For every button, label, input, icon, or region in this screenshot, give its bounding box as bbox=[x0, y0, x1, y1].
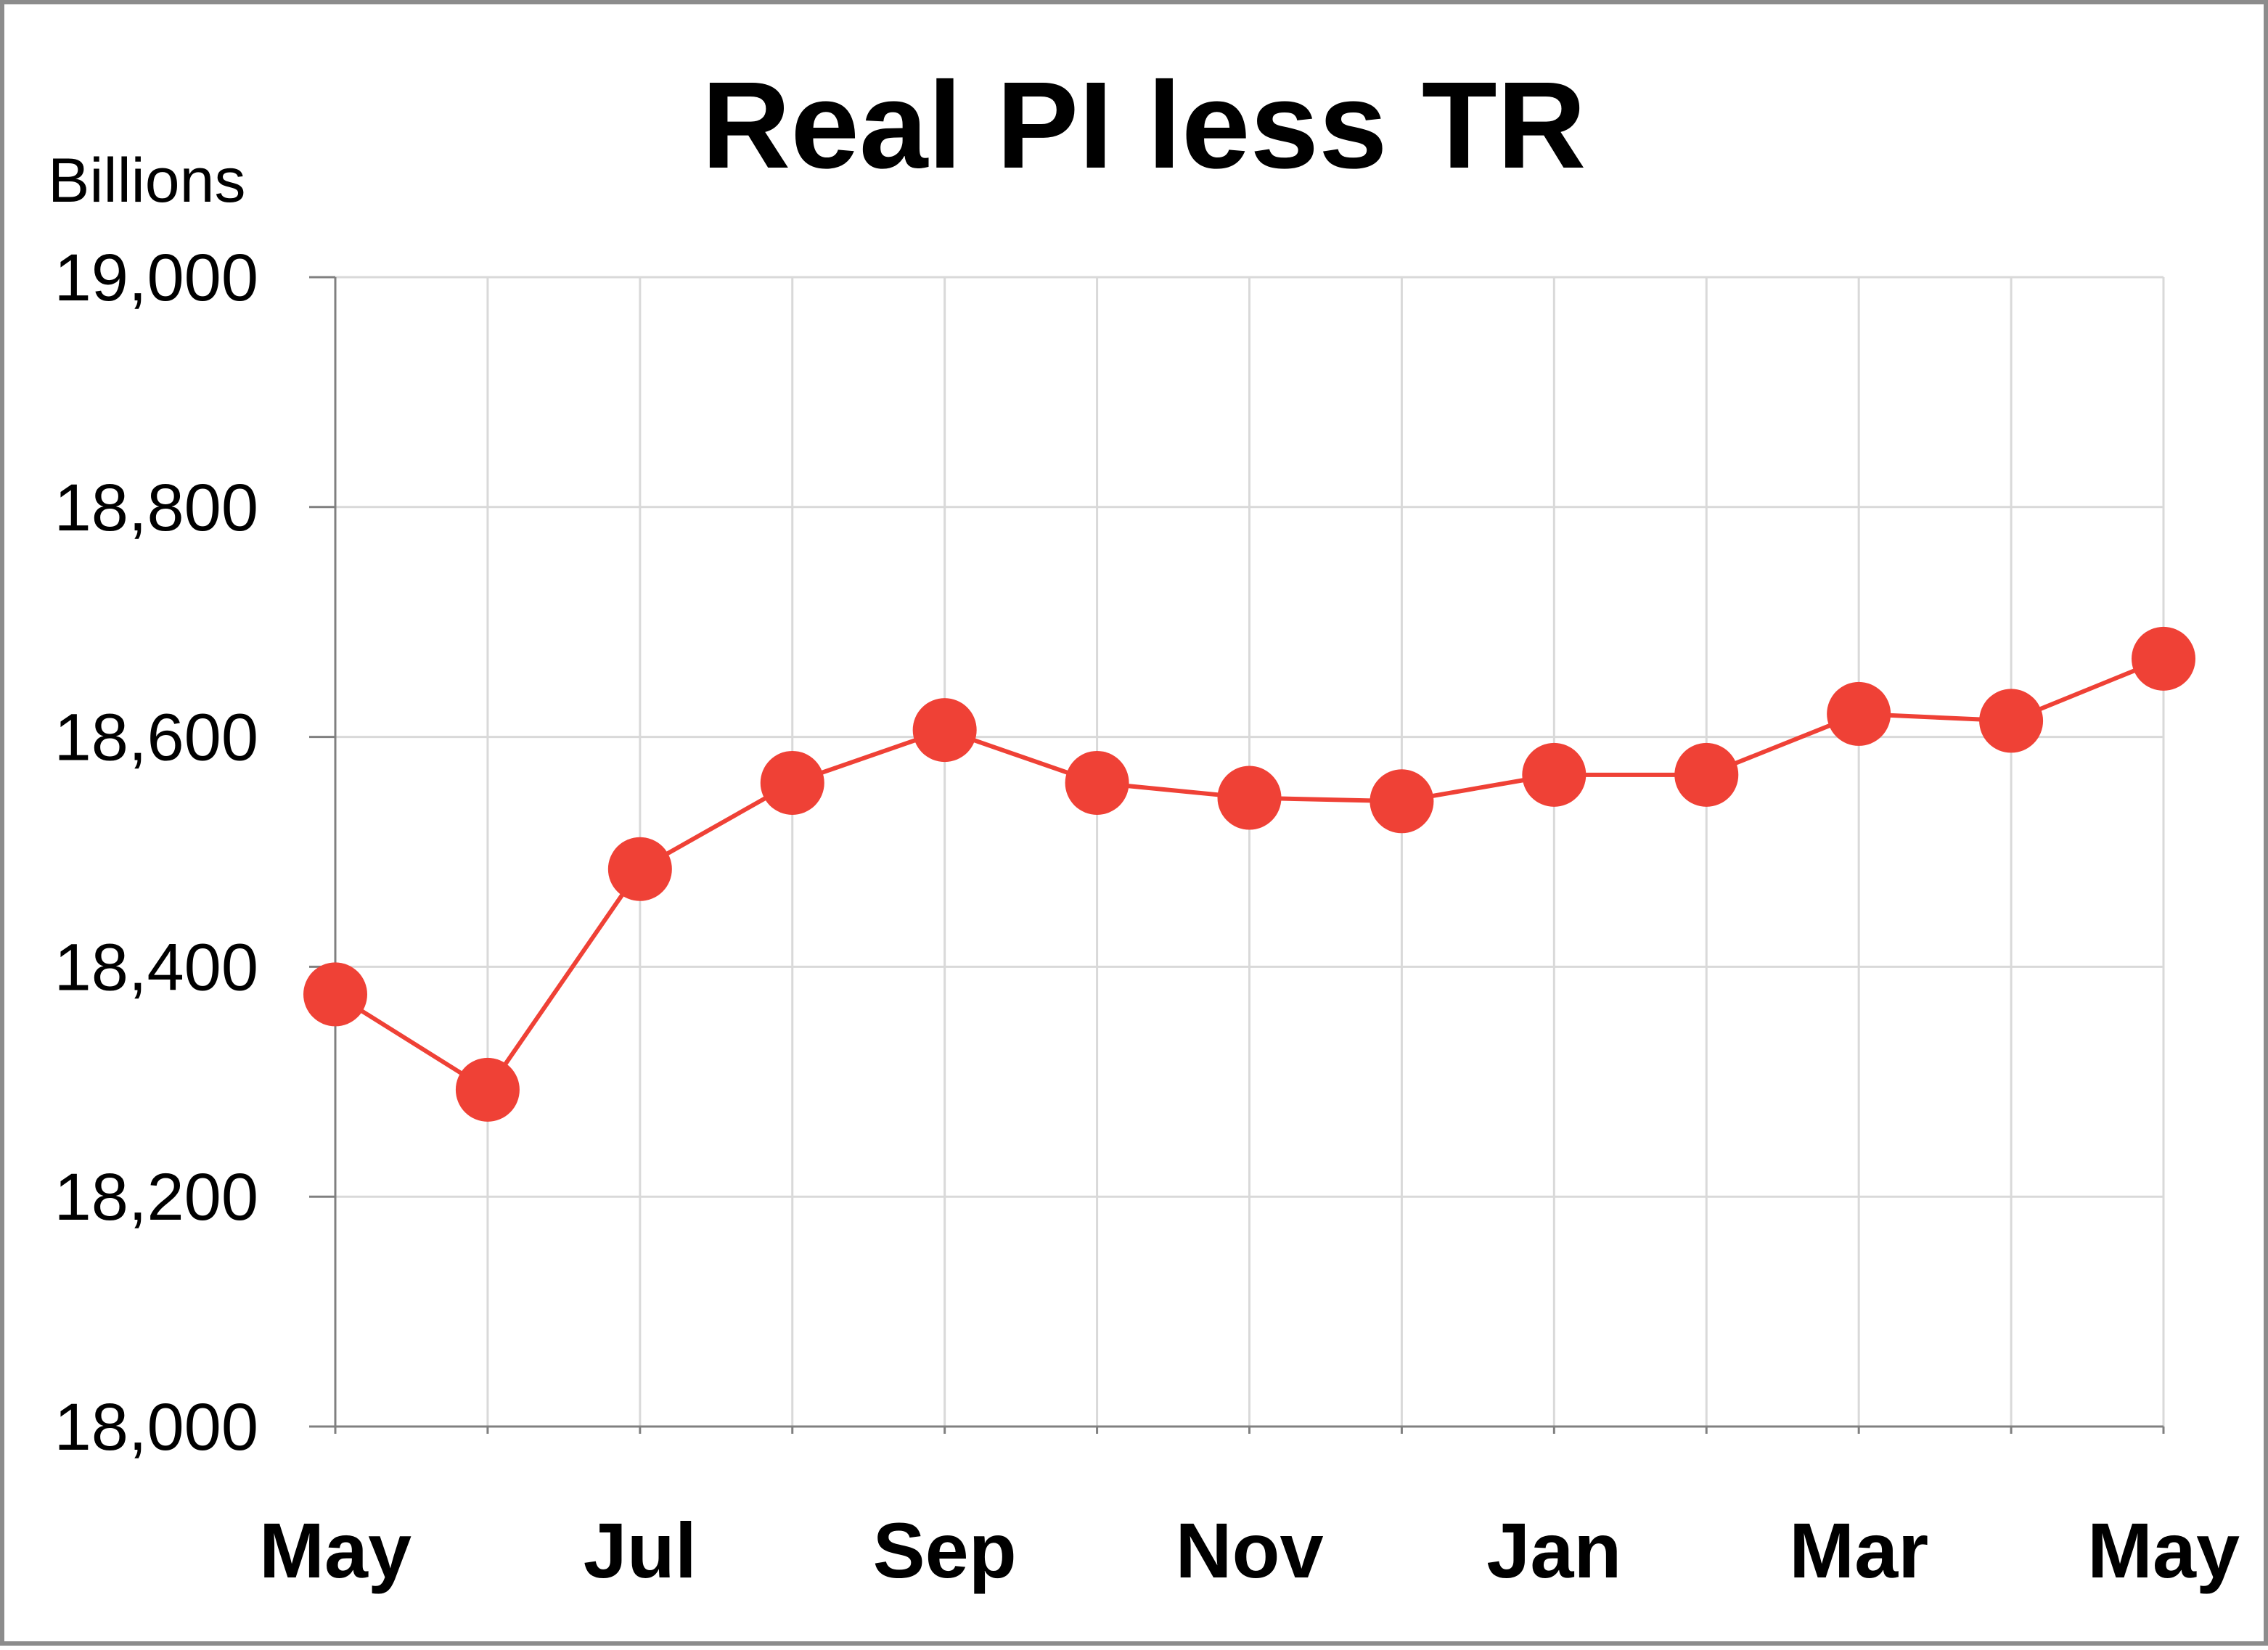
data-point bbox=[1522, 742, 1587, 807]
x-axis-ticks: May Jul Sep Nov Jan Mar May bbox=[259, 1506, 2240, 1594]
data-point bbox=[303, 962, 367, 1027]
x-tick-label: Sep bbox=[873, 1506, 1017, 1594]
x-tick-label: Nov bbox=[1175, 1506, 1323, 1594]
data-point bbox=[1979, 689, 2044, 753]
x-tick-label: May bbox=[259, 1506, 412, 1594]
data-point bbox=[2132, 626, 2195, 691]
line-chart: Real PI less TR Billions 18,00018,20018,… bbox=[48, 57, 2240, 1594]
data-point bbox=[1674, 742, 1739, 807]
data-point bbox=[607, 837, 672, 901]
y-tick-label: 18,400 bbox=[54, 930, 258, 1004]
data-point bbox=[1065, 750, 1129, 815]
data-point bbox=[1217, 766, 1282, 830]
x-tick-label: Jan bbox=[1486, 1506, 1621, 1594]
y-tick-label: 18,800 bbox=[54, 471, 258, 545]
data-point bbox=[760, 750, 824, 815]
x-tick-label: Mar bbox=[1789, 1506, 1928, 1594]
y-axis-ticks: 18,000 18,200 18,400 18,600 18,800 19,000 bbox=[54, 241, 258, 1464]
x-tick-label: May bbox=[2087, 1506, 2240, 1594]
data-point bbox=[455, 1057, 520, 1122]
data-point bbox=[1827, 681, 1891, 746]
y-tick-label: 19,000 bbox=[54, 241, 258, 315]
y-tick-label: 18,600 bbox=[54, 701, 258, 775]
x-tick-label: Jul bbox=[584, 1506, 697, 1594]
axes bbox=[309, 276, 2165, 1434]
chart-title: Real PI less TR bbox=[702, 57, 1587, 194]
data-point bbox=[1370, 769, 1434, 834]
y-tick-label: 18,000 bbox=[54, 1390, 258, 1464]
gridlines bbox=[335, 276, 2165, 1427]
y-tick-label: 18,200 bbox=[54, 1160, 258, 1234]
series-markers bbox=[303, 626, 2195, 1122]
data-point bbox=[912, 698, 977, 763]
y-axis-unit-label: Billions bbox=[48, 146, 245, 216]
